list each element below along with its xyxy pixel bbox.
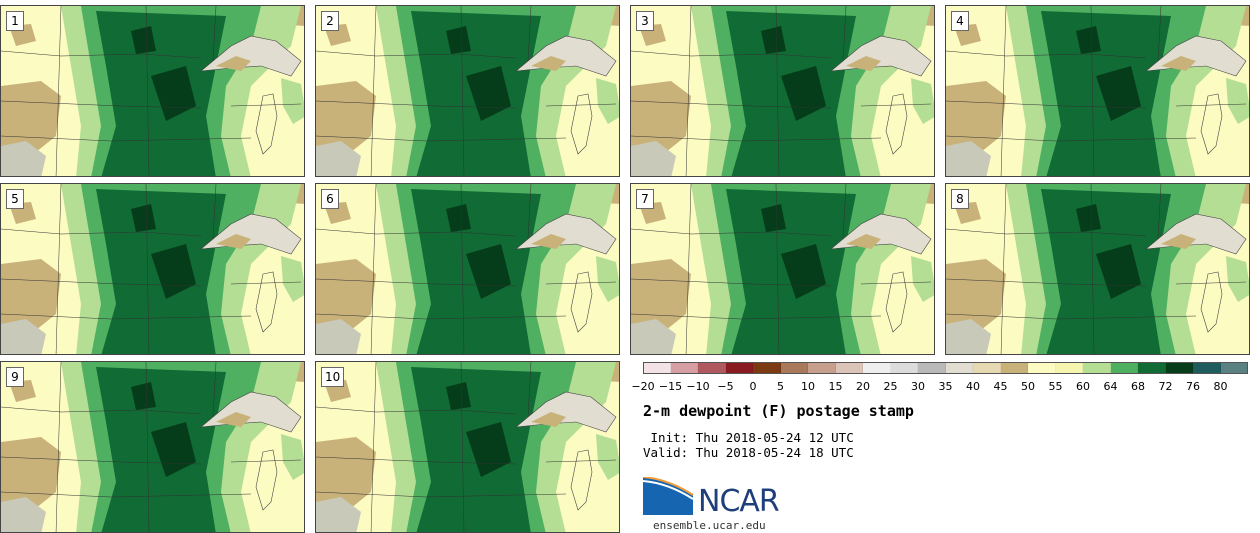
stamp-panel-10: 10: [315, 361, 620, 533]
colorbar-swatch: [1083, 362, 1111, 374]
map-image: [1, 362, 305, 533]
colorbar-swatch: [945, 362, 973, 374]
colorbar-tick-label: 64: [1103, 380, 1118, 393]
panel-label: 9: [6, 367, 24, 387]
stamp-panel-3: 3: [630, 5, 935, 177]
colorbar-swatch: [1193, 362, 1221, 374]
stamp-panel-6: 6: [315, 183, 620, 355]
colorbar-tick-label: 5: [777, 380, 784, 393]
init-time: Init: Thu 2018-05-24 12 UTC: [643, 430, 854, 445]
colorbar-tick-label: 30: [911, 380, 925, 393]
stamp-panel-2: 2: [315, 5, 620, 177]
colorbar-swatch: [918, 362, 946, 374]
stamp-panel-7: 7: [630, 183, 935, 355]
panel-label: 6: [321, 189, 339, 209]
colorbar-tick-label: 25: [883, 380, 898, 393]
colorbar-swatch: [643, 362, 671, 374]
colorbar-swatch: [890, 362, 918, 374]
valid-time: Valid: Thu 2018-05-24 18 UTC: [643, 445, 854, 460]
colorbar-tick-label: 72: [1158, 380, 1173, 393]
colorbar-frame: [643, 362, 1248, 374]
panel-label: 8: [951, 189, 969, 209]
colorbar-swatch: [670, 362, 698, 374]
colorbar-swatch: [698, 362, 726, 374]
colorbar-swatch: [808, 362, 836, 374]
ncar-logo-icon: [643, 477, 694, 515]
colorbar-tick-label: 0: [749, 380, 757, 393]
map-image: [946, 184, 1250, 355]
colorbar-swatch: [1138, 362, 1166, 374]
stamp-panel-9: 9: [0, 361, 305, 533]
map-image: [946, 6, 1250, 177]
colorbar-swatch: [835, 362, 863, 374]
colorbar-tick-label: −10: [686, 380, 710, 393]
colorbar-tick-label: 40: [966, 380, 980, 393]
colorbar-swatch: [1000, 362, 1028, 374]
colorbar-tick-label: 80: [1213, 380, 1228, 393]
panel-label: 5: [6, 189, 24, 209]
colorbar-swatch: [1165, 362, 1193, 374]
map-image: [1, 6, 305, 177]
colorbar-tick-label: 35: [938, 380, 953, 393]
site-url: ensemble.ucar.edu: [653, 519, 766, 532]
colorbar-tick-label: −15: [658, 380, 683, 393]
colorbar-swatch: [1028, 362, 1056, 374]
colorbar-swatch: [725, 362, 753, 374]
colorbar-tick-label: 45: [993, 380, 1008, 393]
colorbar: [643, 362, 1248, 374]
map-image: [316, 6, 620, 177]
plot-title: 2-m dewpoint (F) postage stamp: [643, 402, 914, 420]
colorbar-swatch: [1055, 362, 1083, 374]
map-image: [1, 184, 305, 355]
colorbar-tick-label: 20: [856, 380, 870, 393]
panel-label: 1: [6, 11, 24, 31]
stamp-panel-1: 1: [0, 5, 305, 177]
map-image: [316, 362, 620, 533]
panel-label: 3: [636, 11, 654, 31]
panel-label: 2: [321, 11, 339, 31]
colorbar-tick-label: 15: [828, 380, 843, 393]
colorbar-tick-label: 76: [1186, 380, 1200, 393]
stamp-panel-4: 4: [945, 5, 1250, 177]
colorbar-tick-label: 50: [1021, 380, 1035, 393]
colorbar-tick-label: −5: [717, 380, 734, 393]
colorbar-tick-label: −20: [631, 380, 655, 393]
colorbar-tick-label: 68: [1131, 380, 1145, 393]
colorbar-swatch: [1110, 362, 1138, 374]
stamp-panel-5: 5: [0, 183, 305, 355]
colorbar-swatch: [753, 362, 781, 374]
colorbar-tick-label: 55: [1048, 380, 1063, 393]
colorbar-swatch: [973, 362, 1001, 374]
stamp-panel-8: 8: [945, 183, 1250, 355]
panel-label: 7: [636, 189, 654, 209]
colorbar-swatch: [863, 362, 891, 374]
colorbar-swatch: [780, 362, 808, 374]
panel-label: 10: [321, 367, 345, 387]
ncar-logo-text: NCAR: [698, 484, 780, 519]
colorbar-tick-label: 60: [1076, 380, 1090, 393]
map-image: [631, 184, 935, 355]
panel-label: 4: [951, 11, 969, 31]
map-image: [631, 6, 935, 177]
colorbar-tick-label: 10: [801, 380, 815, 393]
map-image: [316, 184, 620, 355]
